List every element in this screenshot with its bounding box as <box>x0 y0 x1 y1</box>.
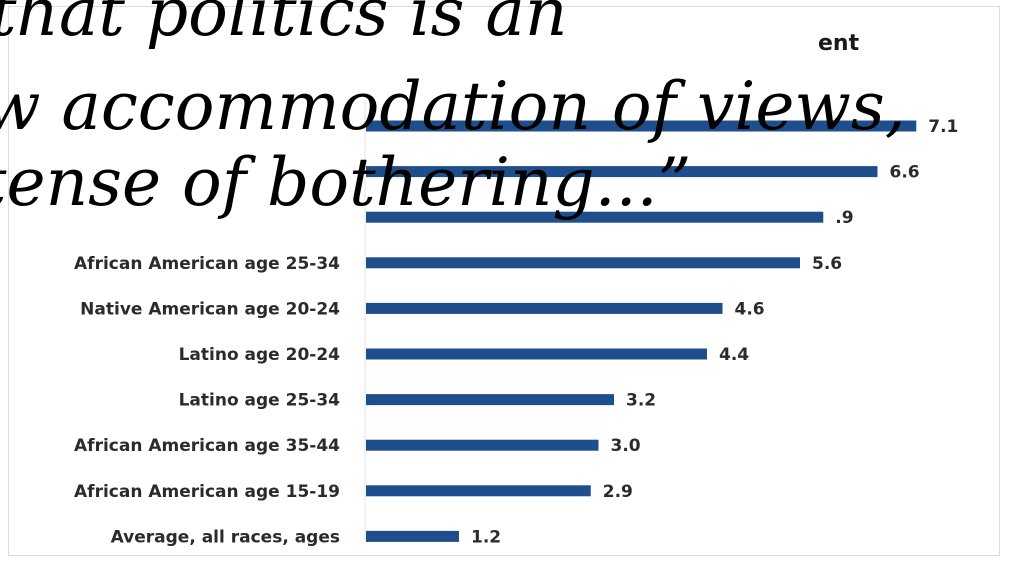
category-label: Latino age 25-34 <box>179 391 341 411</box>
value-label: 3.0 <box>611 436 641 456</box>
bar <box>366 211 824 223</box>
bar <box>366 485 591 497</box>
value-label: 1.2 <box>471 527 501 547</box>
category-label: African American age 35-44 <box>74 436 340 456</box>
value-label: 7.1 <box>928 117 958 137</box>
bar <box>366 166 878 178</box>
quote-line-3: tense of bothering...” <box>0 144 692 221</box>
bar <box>366 439 599 451</box>
chart-title: ent <box>818 31 860 56</box>
bar <box>366 530 459 542</box>
quote-line-1: that politics is an <box>0 0 568 51</box>
value-label: .9 <box>835 208 853 228</box>
quote-line-2: w accommodation of views, <box>0 68 906 145</box>
category-label: African American age 25-34 <box>74 254 340 274</box>
value-label: 5.6 <box>812 254 842 274</box>
category-label: Latino age 20-24 <box>179 345 341 365</box>
bar <box>366 302 723 314</box>
chart-card <box>8 6 1000 556</box>
value-label: 4.4 <box>719 345 749 365</box>
value-label: 3.2 <box>626 391 656 411</box>
category-label: African American age 15-19 <box>74 482 340 502</box>
value-label: 4.6 <box>735 299 765 319</box>
bar <box>366 348 707 360</box>
category-label: Average, all races, ages <box>111 527 340 547</box>
value-label: 2.9 <box>603 482 633 502</box>
value-label: 6.6 <box>890 163 920 183</box>
bar <box>366 257 800 269</box>
bar <box>366 394 614 406</box>
bar <box>366 120 917 132</box>
category-label: Native American age 20-24 <box>80 299 340 319</box>
